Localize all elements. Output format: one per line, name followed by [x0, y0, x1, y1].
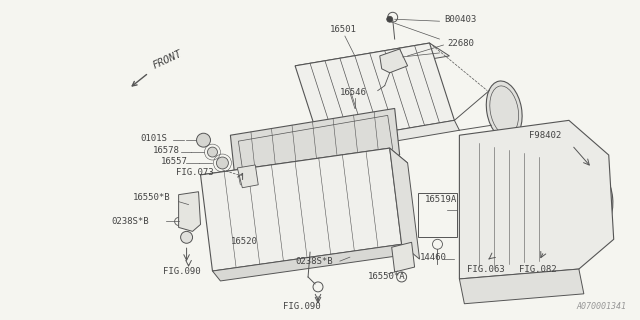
- Polygon shape: [390, 148, 420, 259]
- Text: FIG.063: FIG.063: [467, 265, 505, 274]
- Circle shape: [216, 157, 228, 169]
- Text: F98402: F98402: [529, 131, 561, 140]
- Polygon shape: [295, 43, 454, 143]
- Polygon shape: [392, 242, 415, 272]
- Text: FIG.073: FIG.073: [175, 168, 213, 177]
- Polygon shape: [460, 120, 614, 279]
- Polygon shape: [212, 244, 410, 281]
- Polygon shape: [460, 269, 584, 304]
- Polygon shape: [237, 165, 259, 188]
- Text: 16520: 16520: [230, 237, 257, 246]
- Circle shape: [387, 16, 393, 22]
- Text: FRONT: FRONT: [151, 49, 183, 71]
- Polygon shape: [200, 148, 408, 190]
- Circle shape: [196, 133, 211, 147]
- Text: B00403: B00403: [444, 15, 477, 24]
- Text: 0101S: 0101S: [141, 134, 168, 143]
- Text: 16578: 16578: [153, 146, 180, 155]
- Text: 14460: 14460: [420, 253, 447, 262]
- Text: 0238S*B: 0238S*B: [111, 217, 148, 226]
- Text: 22680: 22680: [447, 38, 474, 48]
- Text: 16501: 16501: [330, 25, 357, 34]
- Text: 16557: 16557: [161, 157, 188, 166]
- Polygon shape: [320, 120, 460, 153]
- Text: A070001341: A070001341: [577, 302, 627, 311]
- Text: 16550*A: 16550*A: [368, 272, 405, 282]
- Circle shape: [207, 147, 218, 157]
- Text: FIG.082: FIG.082: [519, 265, 557, 274]
- Text: FIG.090: FIG.090: [163, 267, 200, 276]
- Text: 16546: 16546: [340, 88, 367, 97]
- Text: FIG.090: FIG.090: [284, 302, 321, 311]
- Polygon shape: [179, 192, 200, 231]
- Polygon shape: [200, 148, 402, 271]
- Polygon shape: [380, 49, 408, 73]
- Text: 16519A: 16519A: [424, 195, 457, 204]
- Ellipse shape: [575, 167, 613, 232]
- Ellipse shape: [486, 81, 522, 140]
- Circle shape: [180, 231, 193, 243]
- Polygon shape: [295, 43, 449, 79]
- Text: 16550*B: 16550*B: [133, 193, 170, 202]
- Polygon shape: [230, 108, 399, 182]
- Text: 0238S*B: 0238S*B: [295, 257, 333, 266]
